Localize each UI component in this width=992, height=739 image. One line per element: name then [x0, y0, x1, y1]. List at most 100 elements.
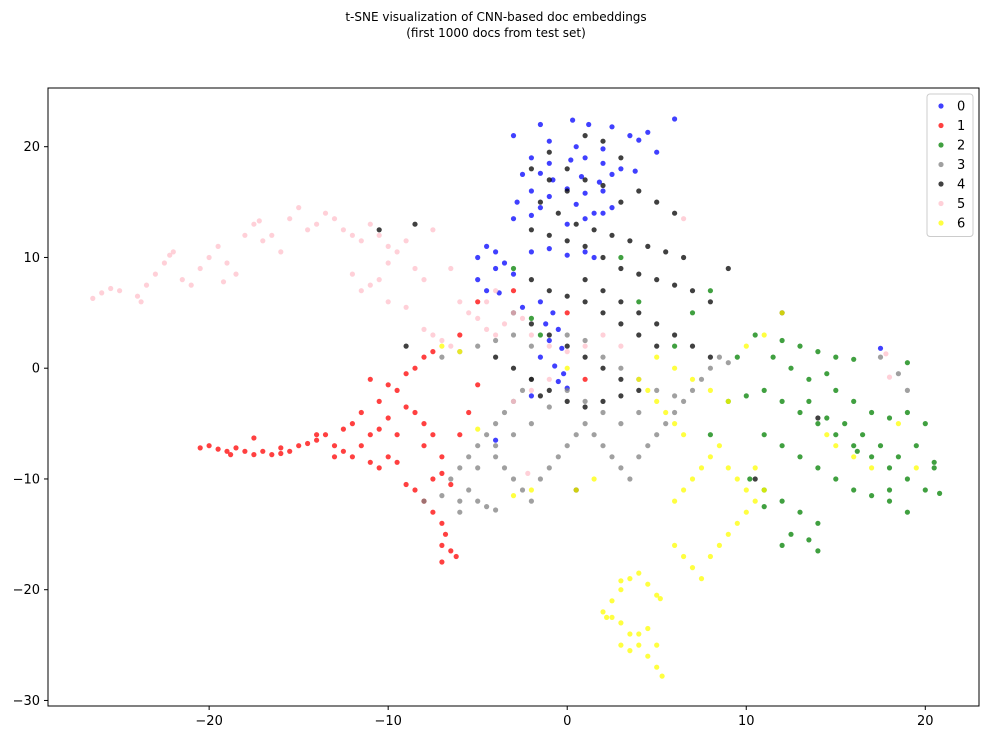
- point-series-2: [833, 387, 839, 393]
- legend-label-5: 5: [957, 197, 965, 212]
- legend-marker-6: [938, 220, 944, 226]
- point-series-5: [367, 221, 373, 227]
- point-series-2: [931, 459, 937, 465]
- point-series-6: [743, 343, 749, 349]
- point-series-2: [886, 487, 893, 493]
- point-series-4: [636, 271, 642, 277]
- point-series-6: [725, 465, 731, 471]
- point-series-5: [519, 315, 526, 321]
- point-series-3: [493, 507, 499, 513]
- point-series-6: [752, 465, 758, 471]
- point-series-3: [564, 332, 570, 338]
- point-series-0: [510, 216, 517, 222]
- point-series-1: [269, 452, 275, 458]
- point-series-0: [528, 212, 535, 218]
- point-series-2: [824, 415, 830, 421]
- point-series-6: [636, 642, 642, 648]
- point-series-5: [484, 299, 490, 305]
- point-series-2: [707, 288, 714, 294]
- point-series-6: [743, 509, 749, 515]
- point-series-4: [564, 188, 570, 194]
- point-series-1: [233, 445, 239, 451]
- point-series-2: [797, 343, 803, 349]
- point-series-3: [501, 465, 508, 471]
- point-series-1: [430, 476, 436, 482]
- point-series-5: [179, 277, 185, 283]
- point-series-6: [761, 332, 767, 338]
- point-series-5: [412, 265, 418, 272]
- point-series-1: [430, 432, 436, 438]
- point-series-5: [525, 470, 531, 476]
- point-series-2: [842, 421, 848, 427]
- point-series-5: [296, 205, 302, 211]
- point-series-3: [627, 476, 633, 482]
- point-series-0: [475, 277, 481, 283]
- point-series-5: [349, 232, 355, 238]
- y-tick-label: −30: [13, 694, 40, 709]
- y-tick-label: 0: [32, 362, 40, 377]
- point-series-1: [215, 446, 221, 452]
- point-series-6: [725, 398, 731, 404]
- legend-marker-5: [938, 200, 944, 207]
- point-series-6: [600, 609, 606, 615]
- point-series-2: [904, 409, 911, 416]
- point-series-6: [833, 443, 839, 449]
- point-series-5: [528, 332, 535, 338]
- point-series-5: [430, 332, 436, 338]
- point-series-0: [672, 116, 678, 122]
- point-series-1: [358, 409, 364, 416]
- point-series-4: [815, 415, 821, 421]
- point-series-6: [636, 631, 642, 637]
- point-series-0: [519, 304, 526, 310]
- point-series-6: [564, 365, 570, 371]
- point-series-2: [922, 487, 928, 493]
- point-series-5: [484, 326, 490, 332]
- point-series-5: [152, 271, 158, 277]
- point-series-1: [385, 454, 391, 460]
- point-series-2: [761, 504, 767, 510]
- point-series-2: [854, 448, 860, 454]
- point-series-4: [564, 398, 570, 404]
- point-series-1: [475, 382, 481, 388]
- point-series-4: [618, 321, 624, 327]
- point-series-0: [510, 133, 517, 139]
- point-series-6: [457, 349, 463, 355]
- point-series-6: [913, 465, 919, 471]
- point-series-0: [475, 254, 481, 261]
- x-tick-label: 20: [917, 714, 934, 729]
- point-series-6: [672, 365, 678, 371]
- point-series-3: [618, 465, 624, 471]
- point-series-2: [886, 415, 893, 421]
- point-series-2: [869, 409, 875, 416]
- point-series-3: [600, 409, 606, 416]
- y-tick-label: −20: [13, 583, 40, 598]
- point-series-0: [528, 188, 535, 194]
- series-4: [376, 133, 821, 493]
- points-layer: [90, 116, 943, 679]
- point-series-0: [582, 155, 588, 161]
- legend-box: [926, 93, 974, 237]
- point-series-1: [439, 559, 445, 565]
- point-series-1: [475, 299, 481, 305]
- point-series-2: [797, 509, 803, 515]
- legend-label-4: 4: [957, 178, 965, 193]
- point-series-1: [242, 448, 248, 454]
- point-series-6: [627, 631, 633, 637]
- point-series-4: [654, 321, 660, 327]
- point-series-1: [296, 443, 302, 449]
- point-series-2: [797, 409, 803, 416]
- point-series-1: [340, 448, 346, 454]
- point-series-0: [600, 160, 606, 166]
- point-series-6: [439, 343, 445, 349]
- point-series-0: [510, 271, 517, 277]
- point-series-4: [591, 227, 597, 233]
- point-series-2: [779, 443, 785, 449]
- point-series-4: [582, 177, 588, 183]
- point-series-6: [743, 487, 749, 493]
- point-series-4: [528, 227, 535, 233]
- point-series-1: [367, 459, 373, 465]
- point-series-3: [501, 409, 508, 416]
- point-series-5: [376, 232, 382, 238]
- point-series-2: [779, 498, 785, 504]
